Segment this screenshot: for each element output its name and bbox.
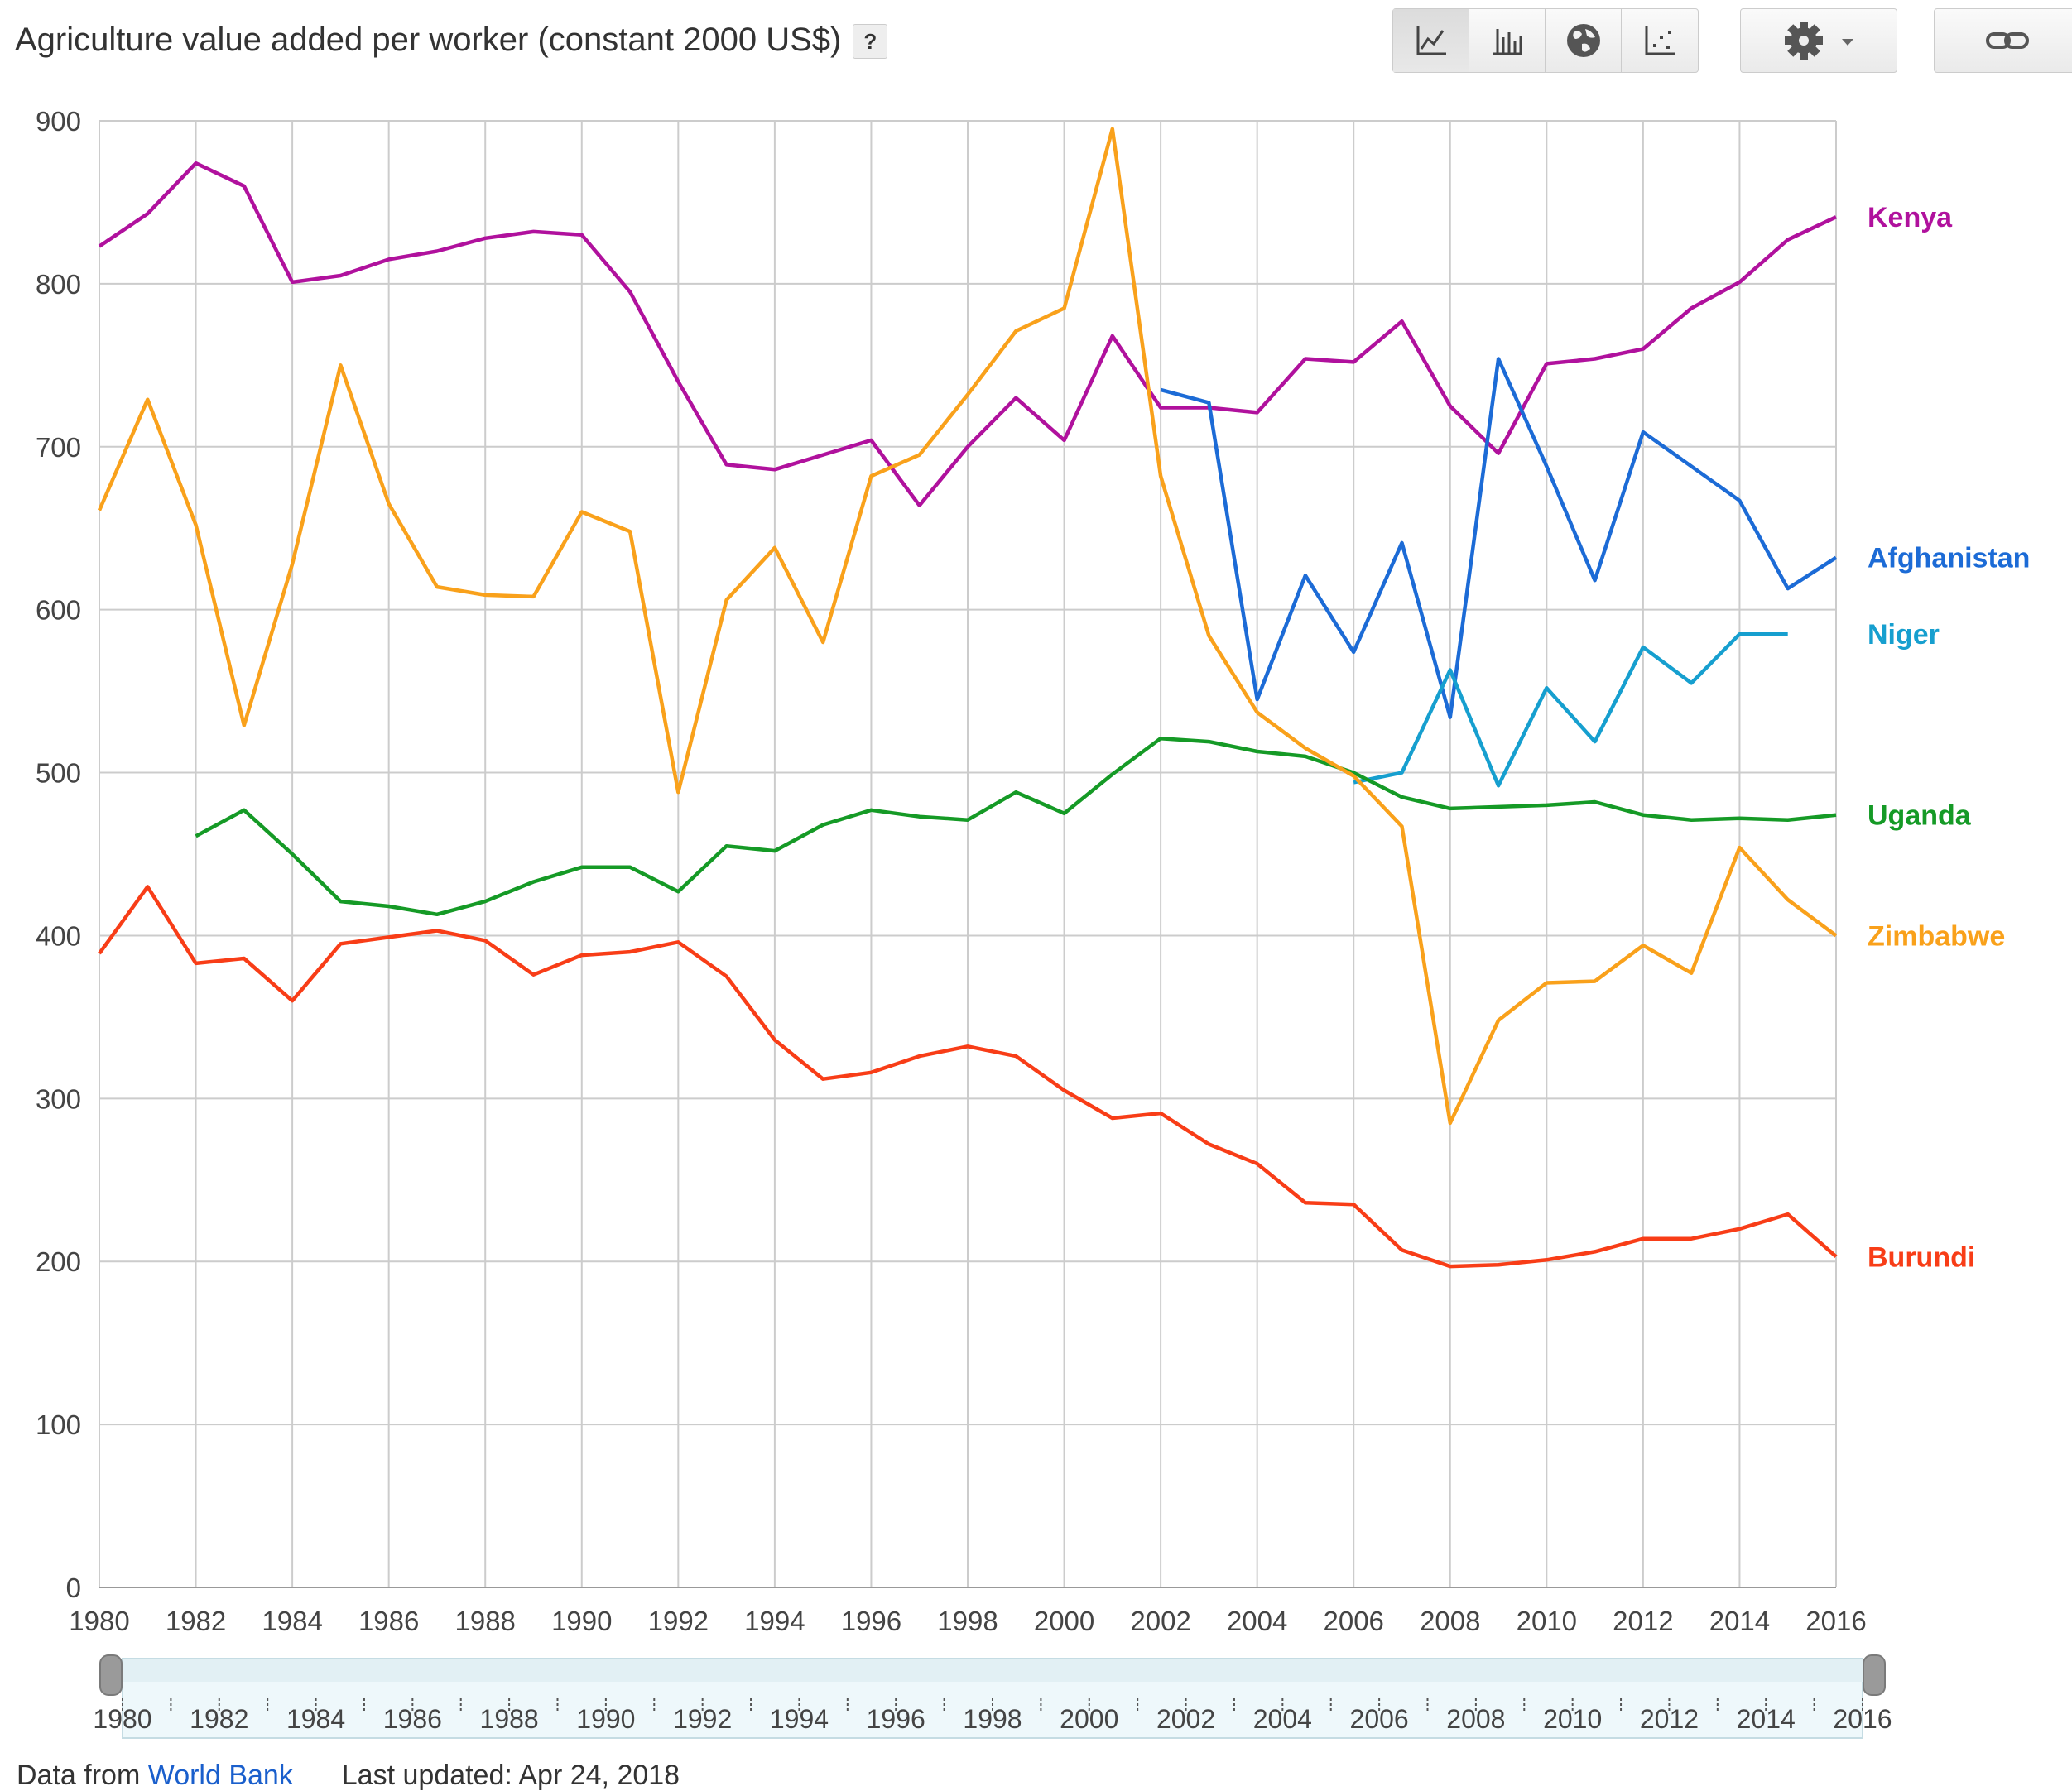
timeline-year-label: 2010 xyxy=(1543,1704,1602,1734)
series-lines xyxy=(97,127,1838,1269)
y-tick-label: 500 xyxy=(36,758,81,789)
y-axis-ticks: 0 100 200 300 400 500 600 700 800 900 xyxy=(36,106,81,1603)
x-tick-label: 2006 xyxy=(1324,1606,1384,1636)
y-tick-label: 900 xyxy=(36,106,81,137)
x-tick-label: 1980 xyxy=(69,1606,129,1636)
x-axis-ticks: 1980 1982 1984 1986 1988 1990 1992 1994 1996 1998… xyxy=(69,1606,1866,1636)
scatter-view-button[interactable] xyxy=(1622,9,1698,72)
series-label-burundi: Burundi xyxy=(1868,1241,1975,1273)
x-tick-label: 1990 xyxy=(551,1606,612,1636)
y-tick-label: 100 xyxy=(36,1409,81,1440)
link-toolbar xyxy=(1934,8,2072,73)
y-tick-label: 600 xyxy=(36,595,81,626)
x-tick-label: 2014 xyxy=(1709,1606,1770,1636)
link-icon xyxy=(1986,32,2029,49)
y-tick-label: 200 xyxy=(36,1246,81,1277)
y-tick-label: 800 xyxy=(36,269,81,300)
timeline-year-label: 1990 xyxy=(576,1704,635,1734)
share-link-button[interactable] xyxy=(1935,9,2072,72)
x-tick-label: 1996 xyxy=(841,1606,901,1636)
x-tick-label: 1982 xyxy=(166,1606,226,1636)
timeline-year-label: 2006 xyxy=(1350,1704,1409,1734)
x-tick-label: 2002 xyxy=(1130,1606,1190,1636)
x-tick-label: 2004 xyxy=(1227,1606,1287,1636)
timeline-year-label: 1994 xyxy=(770,1704,829,1734)
series-line-burundi xyxy=(98,885,1838,1269)
series-label-zimbabwe: Zimbabwe xyxy=(1868,920,2005,952)
grid-lines xyxy=(99,120,1837,1588)
timeline-year-label: 2002 xyxy=(1156,1704,1215,1734)
timeline-year-label: 2016 xyxy=(1833,1704,1892,1734)
timeline-range xyxy=(123,1659,1863,1682)
timeline-year-label: 1988 xyxy=(480,1704,539,1734)
x-tick-label: 2012 xyxy=(1613,1606,1673,1636)
data-source-label: Data from xyxy=(17,1760,141,1791)
timeline-year-label: 2014 xyxy=(1737,1704,1796,1734)
timeline-end-handle[interactable] xyxy=(1863,1654,1886,1696)
view-toolbar xyxy=(1392,8,1699,73)
timeline-year-label: 1984 xyxy=(286,1704,345,1734)
x-tick-label: 1984 xyxy=(262,1606,322,1636)
series-label-uganda: Uganda xyxy=(1868,800,1972,832)
chart-title-text: Agriculture value added per worker (cons… xyxy=(15,22,842,58)
series-label-kenya: Kenya xyxy=(1868,202,1953,233)
settings-button[interactable] xyxy=(1741,9,1897,72)
timeline-year-label: 1996 xyxy=(867,1704,925,1734)
world-bank-link[interactable]: World Bank xyxy=(147,1760,293,1791)
chevron-down-icon xyxy=(1842,39,1853,46)
timeline-year-label: 2012 xyxy=(1640,1704,1699,1734)
timeline-year-label: 1998 xyxy=(963,1704,1022,1734)
gear-icon xyxy=(1785,22,1853,60)
x-tick-label: 1994 xyxy=(744,1606,805,1636)
help-button[interactable]: ? xyxy=(853,24,888,60)
timeline-year-label: 2004 xyxy=(1253,1704,1312,1734)
timeline-year-label: 2000 xyxy=(1060,1704,1118,1734)
x-tick-label: 2016 xyxy=(1805,1606,1866,1636)
time-range-slider[interactable]: 1980 1982 1984 1986 1988 1990 1992 1994 1996 1998… xyxy=(93,1654,1892,1739)
timeline-year-label: 1992 xyxy=(673,1704,732,1734)
map-view-button[interactable] xyxy=(1546,9,1622,72)
x-tick-label: 2010 xyxy=(1517,1606,1577,1636)
y-tick-label: 0 xyxy=(66,1573,81,1603)
series-line-zimbabwe xyxy=(97,127,1838,1126)
x-tick-label: 1992 xyxy=(648,1606,709,1636)
footer: Data from World Bank Last updated: Apr 2… xyxy=(17,1761,680,1789)
y-tick-label: 700 xyxy=(36,432,81,463)
globe-icon xyxy=(1566,24,1600,57)
timeline-year-label: 1982 xyxy=(190,1704,248,1734)
timeline-year-label: 1986 xyxy=(383,1704,442,1734)
series-labels: Kenya Afghanistan Niger Uganda Zimbabwe Burun… xyxy=(1868,202,2030,1273)
x-tick-label: 2000 xyxy=(1034,1606,1094,1636)
chart-title: Agriculture value added per worker (cons… xyxy=(15,22,888,60)
timeline-year-label: 2008 xyxy=(1446,1704,1505,1734)
timeline-start-handle[interactable] xyxy=(99,1654,123,1696)
series-label-niger: Niger xyxy=(1868,619,1940,651)
settings-toolbar xyxy=(1740,8,1897,73)
last-updated: Last updated: Apr 24, 2018 xyxy=(341,1760,680,1791)
line-chart-view-button[interactable] xyxy=(1393,9,1469,72)
series-line-kenya xyxy=(98,161,1837,507)
series-line-niger xyxy=(1353,631,1788,788)
bar-chart-view-button[interactable] xyxy=(1469,9,1546,72)
scatter-icon xyxy=(1645,26,1675,55)
series-line-afghanistan xyxy=(1160,357,1838,719)
series-line-uganda xyxy=(195,736,1837,917)
x-tick-label: 1998 xyxy=(937,1606,998,1636)
line-chart-icon xyxy=(1416,26,1446,55)
x-tick-label: 2008 xyxy=(1420,1606,1480,1636)
timeline-year-label: 1980 xyxy=(93,1704,151,1734)
x-tick-label: 1988 xyxy=(455,1606,516,1636)
x-tick-label: 1986 xyxy=(358,1606,419,1636)
y-tick-label: 400 xyxy=(36,920,81,951)
bar-chart-icon xyxy=(1492,29,1522,55)
series-label-afghanistan: Afghanistan xyxy=(1868,543,2030,574)
y-tick-label: 300 xyxy=(36,1083,81,1114)
